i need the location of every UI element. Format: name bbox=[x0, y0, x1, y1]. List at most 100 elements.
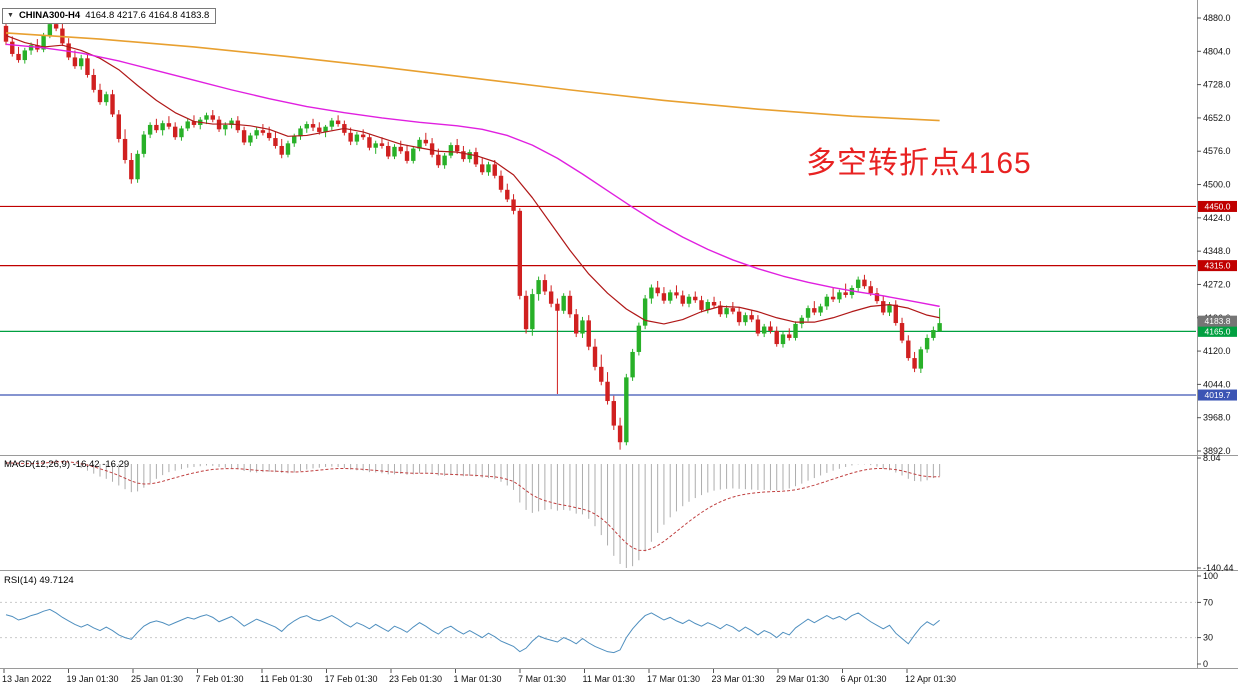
candle bbox=[279, 145, 284, 155]
candle bbox=[812, 308, 817, 313]
candle bbox=[874, 293, 880, 302]
rsi-axis-label: 100 bbox=[1203, 571, 1218, 581]
collapse-triangle-icon[interactable]: ▼ bbox=[7, 12, 14, 19]
candle bbox=[317, 127, 322, 132]
candle bbox=[768, 326, 773, 331]
candle bbox=[47, 24, 53, 36]
rsi-axis-label: 30 bbox=[1203, 633, 1213, 643]
candle bbox=[254, 130, 259, 136]
candle bbox=[248, 135, 253, 143]
candle bbox=[154, 124, 159, 131]
candle bbox=[41, 35, 46, 50]
candle bbox=[661, 293, 667, 301]
time-axis-label: 23 Feb 01:30 bbox=[389, 674, 442, 684]
candle bbox=[3, 25, 9, 42]
macd-signal-line bbox=[5, 461, 940, 551]
candle bbox=[417, 139, 422, 149]
candle bbox=[398, 146, 403, 152]
candle bbox=[454, 145, 460, 152]
time-axis-label: 6 Apr 01:30 bbox=[841, 674, 887, 684]
candle bbox=[887, 304, 892, 313]
price-tick-label: 4880.0 bbox=[1203, 13, 1231, 23]
candle bbox=[229, 120, 234, 125]
candle bbox=[787, 334, 792, 338]
candle bbox=[937, 323, 942, 332]
candle bbox=[392, 146, 397, 157]
candle bbox=[129, 159, 134, 180]
candle bbox=[655, 287, 660, 294]
candle bbox=[505, 189, 510, 200]
price-tick-label: 4500.0 bbox=[1203, 180, 1231, 190]
candle bbox=[498, 175, 504, 190]
time-axis-label: 7 Feb 01:30 bbox=[196, 674, 244, 684]
time-axis-label: 29 Mar 01:30 bbox=[776, 674, 829, 684]
candle bbox=[160, 123, 165, 131]
time-axis-label: 19 Jan 01:30 bbox=[67, 674, 119, 684]
candle bbox=[862, 279, 867, 287]
candle bbox=[730, 308, 736, 312]
candle bbox=[28, 45, 34, 51]
price-tick-label: 4044.0 bbox=[1203, 379, 1231, 389]
candle bbox=[743, 315, 748, 323]
time-axis-label: 17 Mar 01:30 bbox=[647, 674, 700, 684]
level-price-tag-label: 4019.7 bbox=[1205, 390, 1231, 400]
price-tick-label: 4728.0 bbox=[1203, 80, 1231, 90]
candle bbox=[386, 145, 391, 157]
candle bbox=[486, 164, 491, 173]
candle bbox=[630, 351, 635, 378]
candle bbox=[680, 295, 685, 304]
candle bbox=[918, 349, 924, 369]
candle bbox=[837, 292, 842, 300]
candle bbox=[561, 295, 566, 311]
level-price-tag bbox=[1198, 260, 1237, 272]
candle bbox=[624, 377, 629, 443]
candle bbox=[72, 57, 78, 67]
rsi-line bbox=[5, 608, 940, 654]
candle bbox=[191, 121, 197, 125]
symbol-title: CHINA300-H4 bbox=[18, 10, 81, 21]
candle bbox=[649, 287, 654, 299]
candle bbox=[310, 124, 316, 128]
candle bbox=[260, 130, 266, 133]
candle bbox=[881, 301, 886, 313]
candle bbox=[66, 43, 71, 58]
candle bbox=[755, 319, 761, 334]
candle bbox=[517, 210, 523, 296]
candle bbox=[642, 298, 648, 326]
chart-annotation-text: 多空转折点4165 bbox=[806, 147, 1032, 180]
candle bbox=[210, 115, 215, 120]
level-price-tag bbox=[1198, 389, 1237, 401]
candle bbox=[761, 326, 767, 334]
candle bbox=[266, 132, 272, 139]
candle bbox=[824, 296, 830, 307]
candle bbox=[718, 305, 723, 315]
ma-slow-line bbox=[5, 32, 940, 122]
candle bbox=[774, 330, 779, 345]
candle bbox=[373, 143, 378, 148]
level-price-tag bbox=[1198, 325, 1237, 337]
candle bbox=[241, 130, 247, 143]
candle bbox=[924, 337, 930, 350]
candle bbox=[185, 121, 190, 129]
level-price-tag-label: 4450.0 bbox=[1205, 201, 1231, 211]
rsi-indicator-label: RSI(14) 49.7124 bbox=[4, 575, 74, 586]
candle bbox=[448, 145, 454, 156]
candle bbox=[592, 346, 598, 367]
candle bbox=[22, 50, 27, 61]
macd-axis-label: -140.44 bbox=[1203, 563, 1234, 573]
candle bbox=[467, 152, 472, 160]
candle bbox=[379, 143, 385, 146]
candle bbox=[298, 128, 303, 137]
candle bbox=[611, 401, 617, 426]
candle bbox=[574, 314, 579, 334]
candle bbox=[442, 155, 447, 166]
symbol-ohlc: 4164.8 4217.6 4164.8 4183.8 bbox=[85, 10, 210, 21]
candle bbox=[404, 151, 410, 161]
candle bbox=[147, 124, 153, 135]
candle bbox=[899, 323, 905, 341]
macd-layer bbox=[5, 459, 941, 568]
price-tick-label: 4120.0 bbox=[1203, 346, 1231, 356]
candle bbox=[893, 304, 898, 324]
macd-axis-label: 8.04 bbox=[1203, 453, 1221, 463]
